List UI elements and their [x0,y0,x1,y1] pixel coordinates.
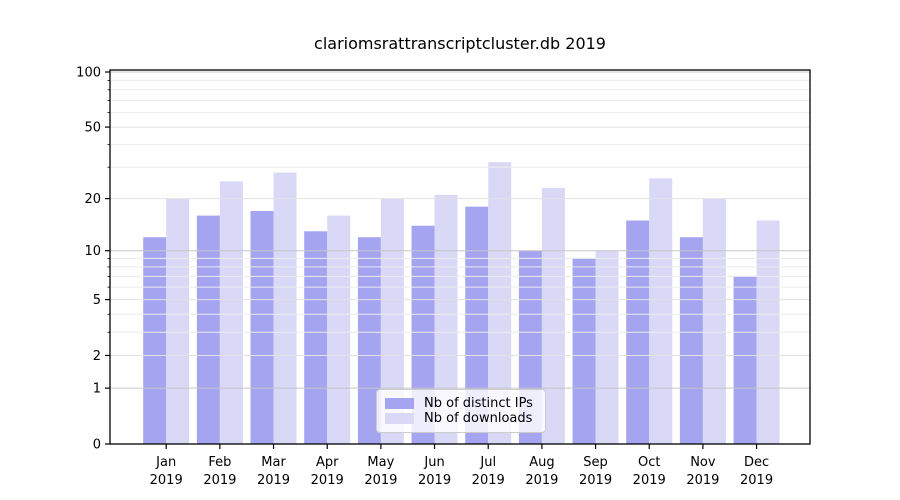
x-tick-label-year: 2019 [579,473,612,488]
bar-may-downloads [380,198,404,444]
x-tick-label-year: 2019 [740,473,773,488]
legend-item-distinct-ips: Nb of distinct IPs [385,396,536,411]
x-tick-label-month: Oct [638,455,660,470]
y-tick-label: 10 [84,244,101,259]
legend-item-downloads: Nb of downloads [385,411,536,426]
x-tick-label-month: Jun [423,455,444,470]
x-tick-label-month: Mar [261,455,286,470]
x-tick-label-year: 2019 [257,473,290,488]
x-tick-label-year: 2019 [364,473,397,488]
chart-legend: Nb of distinct IPs Nb of downloads [376,389,546,433]
legend-label-downloads: Nb of downloads [424,411,533,426]
bar-mar-distinct-ips [250,211,274,444]
bar-apr-downloads [327,215,351,444]
plot-frame [109,69,811,445]
y-tick-label: 2 [93,349,101,364]
x-tick-label-month: Feb [208,455,231,470]
bar-apr-distinct-ips [304,231,328,444]
bar-jan-distinct-ips [143,237,167,444]
x-tick-label-month: Jul [479,455,496,470]
x-tick-label-year: 2019 [472,473,505,488]
x-tick-label-year: 2019 [418,473,451,488]
bar-jan-downloads [166,198,190,444]
bar-nov-distinct-ips [679,237,703,444]
x-tick-label-year: 2019 [150,473,183,488]
bar-jul-distinct-ips [465,206,489,444]
legend-label-distinct-ips: Nb of distinct IPs [424,396,533,411]
legend-swatch-distinct-ips [385,398,414,409]
y-tick-label: 1 [93,382,101,397]
x-tick-label-month: Nov [690,455,716,470]
y-tick-label: 100 [76,66,101,81]
x-tick-label-month: Aug [529,455,554,470]
legend-swatch-downloads [385,413,414,424]
x-axis: Jan 2019 Feb 2019 Mar 2019 Apr 2019 May 2019 Jun 20… [150,444,773,488]
gridlines-major [110,71,810,389]
bar-oct-downloads [649,178,673,444]
x-tick-label-month: Apr [316,455,339,470]
y-tick-label: 20 [84,192,101,207]
bar-mar-downloads [273,172,297,444]
chart-title: clariomsrattranscriptcluster.db 2019 [314,34,606,53]
x-tick-label-month: Dec [744,455,769,470]
bar-nov-downloads [702,198,726,444]
y-tick-label: 50 [84,121,101,136]
x-tick-label-month: May [367,455,394,470]
x-tick-label-month: Sep [583,455,608,470]
x-tick-label-year: 2019 [686,473,719,488]
bar-feb-downloads [219,181,243,444]
bar-sep-distinct-ips [572,258,596,444]
bar-jul-downloads [488,162,512,445]
gridlines-minor [110,79,810,333]
x-tick-label-year: 2019 [525,473,558,488]
y-tick-label: 0 [93,438,101,453]
x-tick-label-year: 2019 [311,473,344,488]
bar-jun-downloads [434,194,458,444]
y-axis: 0 1 2 5 10 20 50 100 [76,66,110,453]
bar-sep-downloads [595,250,619,444]
x-tick-label-year: 2019 [203,473,236,488]
x-tick-label-year: 2019 [633,473,666,488]
bar-dec-distinct-ips [733,276,757,444]
bar-feb-distinct-ips [196,215,220,444]
bar-may-distinct-ips [357,237,381,444]
x-tick-label-month: Jan [155,455,176,470]
bar-aug-downloads [541,187,565,444]
y-tick-label: 5 [93,293,101,308]
